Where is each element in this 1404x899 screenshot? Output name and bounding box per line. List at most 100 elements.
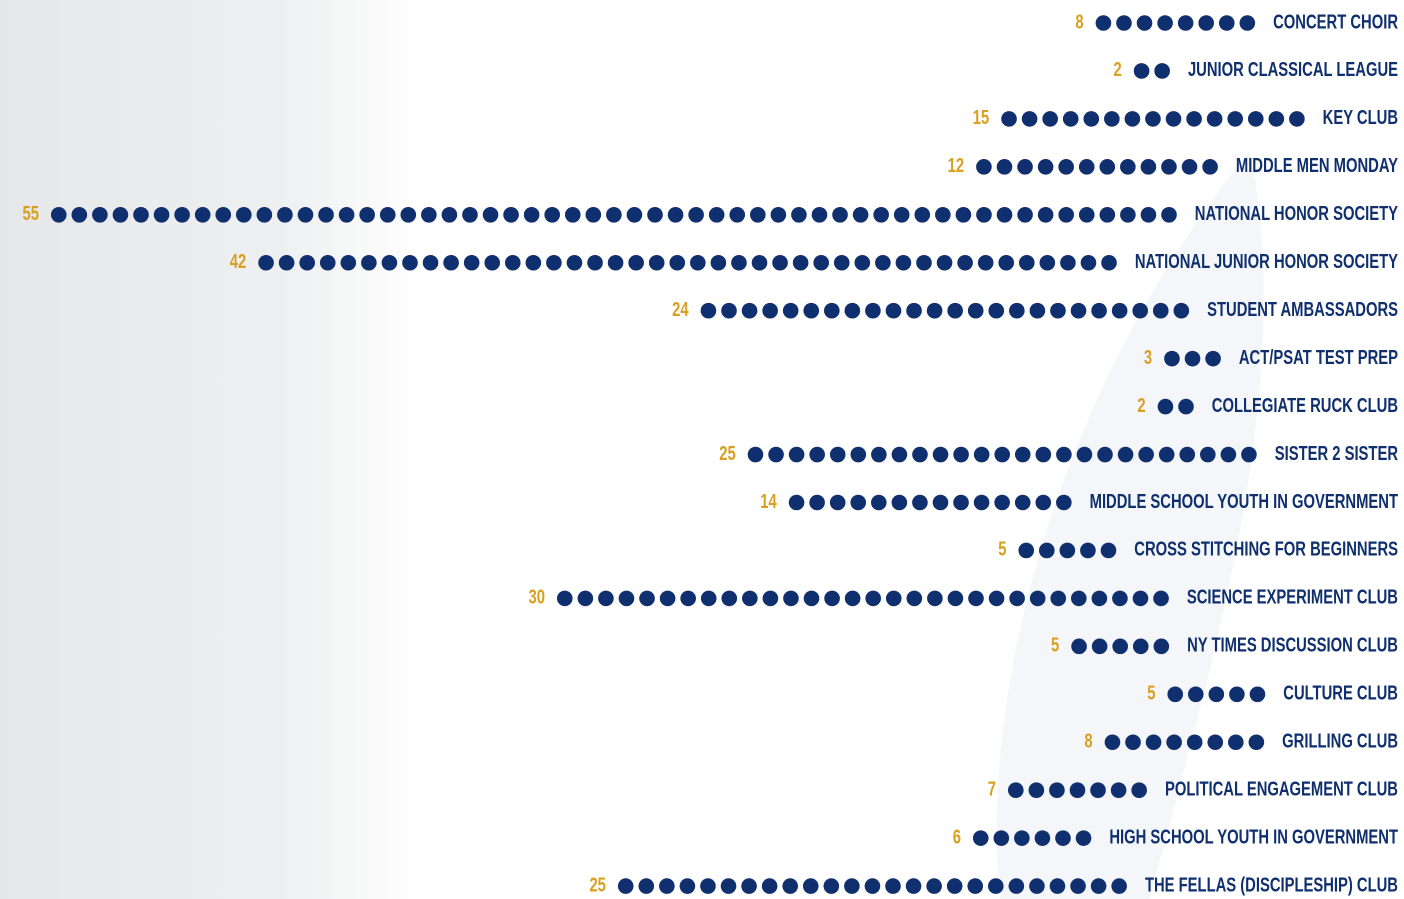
dot <box>914 207 930 223</box>
dot <box>1131 782 1147 798</box>
dot <box>484 255 500 271</box>
dot <box>742 591 758 607</box>
value-label: 15 <box>973 106 990 129</box>
dot <box>1060 255 1076 271</box>
value-label: 14 <box>760 490 777 513</box>
dot <box>1207 111 1223 127</box>
category-label: JUNIOR CLASSICAL LEAGUE <box>1188 58 1398 81</box>
dot <box>1019 255 1035 271</box>
dot <box>1161 159 1177 175</box>
dot <box>341 255 357 271</box>
dot <box>1101 543 1117 559</box>
dot <box>850 447 866 463</box>
dot <box>1036 447 1052 463</box>
dot <box>1083 111 1099 127</box>
dot <box>937 255 953 271</box>
category-label: COLLEGIATE RUCK CLUB <box>1212 394 1398 417</box>
dot <box>1141 159 1157 175</box>
dot <box>154 207 170 223</box>
dot <box>1120 159 1136 175</box>
dot <box>51 207 67 223</box>
dot <box>1248 111 1264 127</box>
dot <box>359 207 375 223</box>
dot <box>380 207 396 223</box>
dot <box>1198 15 1214 31</box>
dot <box>1092 591 1108 607</box>
category-label: NY TIMES DISCUSSION CLUB <box>1187 633 1398 656</box>
dot <box>1030 591 1046 607</box>
category-label: MIDDLE SCHOOL YOUTH IN GOVERNMENT <box>1090 490 1399 513</box>
dot <box>1079 207 1095 223</box>
dot <box>546 255 562 271</box>
dot <box>505 255 521 271</box>
dot <box>503 207 519 223</box>
dot <box>912 495 928 511</box>
dot <box>993 830 1009 846</box>
dot-row <box>1001 111 1304 127</box>
dot <box>782 878 798 894</box>
dot <box>1092 639 1108 655</box>
dot <box>1050 591 1066 607</box>
dot <box>1118 447 1134 463</box>
category-label: SCIENCE EXPERIMENT CLUB <box>1187 585 1398 608</box>
dot <box>783 591 799 607</box>
dot <box>886 303 902 319</box>
dot <box>1050 878 1066 894</box>
dot <box>976 159 992 175</box>
dot <box>967 878 983 894</box>
dot <box>953 495 969 511</box>
dot <box>771 207 787 223</box>
value-label: 5 <box>1147 681 1155 704</box>
dot <box>1104 111 1120 127</box>
dot <box>1112 591 1128 607</box>
dot <box>400 207 416 223</box>
dot <box>1071 591 1087 607</box>
dot <box>1202 159 1218 175</box>
dot <box>1009 303 1025 319</box>
dot <box>789 447 805 463</box>
dot <box>1200 447 1216 463</box>
dot <box>443 255 459 271</box>
dot <box>277 207 293 223</box>
dot <box>1241 447 1257 463</box>
dot <box>998 255 1014 271</box>
dot <box>565 207 581 223</box>
category-label: MIDDLE MEN MONDAY <box>1236 154 1398 177</box>
dot <box>639 591 655 607</box>
dot <box>997 159 1013 175</box>
dot <box>1289 111 1305 127</box>
dot <box>793 255 809 271</box>
dot <box>1207 734 1223 750</box>
dot <box>1250 687 1266 703</box>
dot <box>638 878 654 894</box>
dot <box>1081 255 1097 271</box>
dot <box>892 495 908 511</box>
dot <box>968 591 984 607</box>
dot <box>649 255 665 271</box>
dot <box>1105 734 1121 750</box>
dot <box>875 255 891 271</box>
dot <box>741 878 757 894</box>
dot <box>865 303 881 319</box>
dot <box>855 255 871 271</box>
category-label: CULTURE CLUB <box>1283 681 1398 704</box>
dot <box>483 207 499 223</box>
dot <box>1077 447 1093 463</box>
category-label: POLITICAL ENGAGEMENT CLUB <box>1165 777 1398 800</box>
dot <box>298 207 314 223</box>
dot <box>1050 303 1066 319</box>
dot <box>257 207 273 223</box>
dot <box>1001 111 1017 127</box>
dot <box>339 207 355 223</box>
dot <box>1058 207 1074 223</box>
dot <box>711 255 727 271</box>
dot <box>762 303 778 319</box>
dot <box>824 303 840 319</box>
dot <box>1182 159 1198 175</box>
dot <box>813 255 829 271</box>
dot <box>1035 830 1051 846</box>
dot <box>402 255 418 271</box>
dot <box>978 255 994 271</box>
dot <box>1137 15 1153 31</box>
dot <box>729 207 745 223</box>
